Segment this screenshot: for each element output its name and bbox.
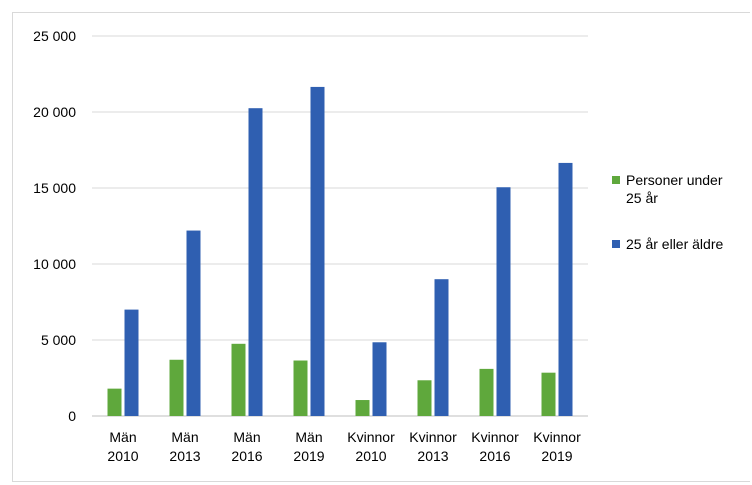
category-group	[541, 162, 573, 416]
y-tick-label: 20 000	[33, 104, 76, 120]
x-tick-label-line: 2019	[541, 448, 572, 464]
legend-swatch	[612, 240, 620, 248]
x-tick-label-line: Män	[171, 429, 198, 445]
category-group	[169, 230, 201, 416]
x-tick-label: Kvinnor 2010	[347, 429, 395, 464]
bar-under-25	[541, 372, 556, 416]
bar-under-25	[479, 368, 494, 416]
bar-under-25	[355, 400, 370, 416]
x-tick-label-line: Män	[233, 429, 260, 445]
x-tick-label-line: Kvinnor	[533, 429, 581, 445]
bar-25-or-older	[124, 309, 139, 416]
x-tick-label-line: 2016	[479, 448, 510, 464]
x-tick-label-line: Kvinnor	[409, 429, 457, 445]
legend-item: 25 år eller äldre	[612, 236, 723, 252]
bar-under-25	[169, 359, 184, 416]
chart-frame	[12, 12, 750, 482]
x-tick-label: Kvinnor 2013	[409, 429, 457, 464]
y-tick-label: 15 000	[33, 180, 76, 196]
x-tick-label: Män 2013	[169, 429, 200, 464]
bar-25-or-older	[310, 86, 325, 417]
y-tick-label: 0	[68, 408, 76, 424]
category-group	[479, 187, 511, 416]
x-tick-label-line: Kvinnor	[347, 429, 395, 445]
x-tick-label: Kvinnor 2016	[471, 429, 519, 464]
legend-label-line: 25 år	[626, 190, 658, 206]
legend-label: 25 år eller äldre	[626, 236, 723, 252]
x-tick-label-line: 2013	[417, 448, 448, 464]
x-tick-label: Kvinnor 2019	[533, 429, 581, 464]
category-group	[293, 86, 325, 417]
y-tick-label: 10 000	[33, 256, 76, 272]
x-tick-label: Män 2016	[231, 429, 262, 464]
bar-under-25	[231, 343, 246, 416]
category-group	[231, 108, 263, 416]
category-group	[417, 279, 449, 416]
bar-25-or-older	[434, 279, 449, 416]
category-group	[355, 342, 387, 416]
x-tick-label: Män 2019	[293, 429, 324, 464]
x-tick-label-line: 2010	[107, 448, 138, 464]
x-tick-label-line: Män	[109, 429, 136, 445]
legend-label-line: Personer under	[626, 172, 723, 188]
x-tick-label-line: Män	[295, 429, 322, 445]
bar-under-25	[107, 388, 122, 416]
bar-under-25	[293, 360, 308, 416]
y-tick-label: 5 000	[41, 332, 76, 348]
bar-25-or-older	[372, 342, 387, 416]
x-tick-label-line: Kvinnor	[471, 429, 519, 445]
legend-label: Personer under 25 år	[626, 172, 723, 206]
legend-item: Personer under 25 år	[612, 172, 723, 206]
category-group	[107, 309, 139, 416]
bar-under-25	[417, 380, 432, 416]
bar-25-or-older	[186, 230, 201, 416]
legend-label-line: 25 år eller äldre	[626, 236, 723, 252]
x-tick-label-line: 2013	[169, 448, 200, 464]
x-tick-label-line: 2010	[355, 448, 386, 464]
bar-25-or-older	[558, 162, 573, 416]
x-tick-label-line: 2019	[293, 448, 324, 464]
x-tick-label: Män 2010	[107, 429, 138, 464]
y-tick-label: 25 000	[33, 28, 76, 44]
x-tick-label-line: 2016	[231, 448, 262, 464]
bar-25-or-older	[496, 187, 511, 416]
bar-25-or-older	[248, 108, 263, 416]
legend-swatch	[612, 176, 620, 184]
